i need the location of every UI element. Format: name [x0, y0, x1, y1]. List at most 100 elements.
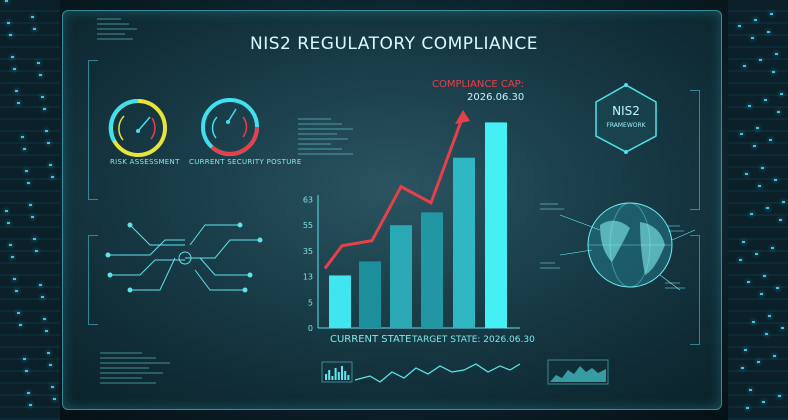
tiny-text-line — [540, 267, 560, 269]
tiny-text-line — [298, 133, 337, 135]
y-tick-label: 55 — [303, 221, 313, 230]
rack-led — [5, 210, 8, 212]
framework-title: NIS2 — [612, 104, 640, 118]
globe-icon — [559, 202, 696, 291]
rack-led — [756, 127, 759, 129]
rack-led — [37, 62, 40, 64]
rack-led — [15, 90, 18, 92]
rack-led — [758, 185, 761, 187]
tiny-text-line — [100, 377, 142, 379]
rack-led — [752, 321, 755, 323]
rack-led — [781, 327, 784, 329]
tiny-text-line — [97, 28, 137, 30]
bracket — [88, 60, 98, 200]
rack-led — [759, 59, 762, 61]
mini-line-chart — [354, 363, 521, 383]
y-tick-label: 0 — [308, 324, 313, 333]
hologram-panel — [62, 10, 722, 410]
rack-led — [761, 167, 764, 169]
rack-led — [19, 324, 22, 326]
rack-led — [742, 241, 745, 243]
framework-subtitle: FRAMEWORK — [606, 122, 646, 129]
rack-led — [739, 259, 742, 261]
rack-led — [763, 275, 766, 277]
rack-led — [754, 19, 757, 21]
rack-led — [9, 34, 12, 36]
tiny-text-line — [298, 148, 342, 150]
rack-led — [47, 352, 50, 354]
trend-line — [323, 115, 465, 270]
rack-led — [765, 333, 768, 335]
rack-led — [780, 93, 783, 95]
risk-assessment-gauge — [108, 98, 167, 157]
server-rack-right — [728, 0, 788, 420]
rack-led — [35, 250, 38, 252]
tiny-text-line — [668, 230, 684, 232]
rack-led — [775, 53, 778, 55]
tiny-text-line — [665, 282, 680, 284]
tiny-text-line — [97, 18, 121, 20]
rack-led — [43, 318, 46, 320]
chart-bar — [485, 122, 507, 329]
mini-bar-chart — [321, 361, 353, 383]
rack-led — [11, 256, 14, 258]
rack-led — [15, 290, 18, 292]
rack-led — [25, 170, 28, 172]
rack-led — [738, 25, 741, 27]
rack-led — [39, 74, 42, 76]
gauge-label: CURRENT SECURITY POSTURE — [189, 158, 302, 166]
rack-led — [23, 148, 26, 150]
rack-led — [7, 22, 10, 24]
tiny-text-line — [97, 38, 133, 40]
rack-led — [11, 56, 14, 58]
rack-led — [779, 219, 782, 221]
y-tick-label: 5 — [308, 298, 313, 307]
rack-led — [760, 293, 763, 295]
rack-led — [39, 284, 42, 286]
rack-led — [767, 31, 770, 33]
tiny-text-line — [97, 33, 125, 35]
rack-led — [27, 182, 30, 184]
rack-led — [773, 355, 776, 357]
rack-led — [755, 253, 758, 255]
mini-bar — [341, 366, 343, 380]
mini-bar — [331, 376, 334, 380]
rack-led — [762, 401, 765, 403]
y-tick-label: 63 — [303, 196, 313, 205]
tiny-text-line — [100, 362, 170, 364]
rack-led — [13, 68, 16, 70]
rack-led — [743, 65, 746, 67]
tiny-text-line — [298, 153, 353, 155]
rack-led — [751, 37, 754, 39]
trend-arrowhead-icon — [455, 109, 470, 124]
rack-led — [782, 201, 785, 203]
rack-led — [746, 407, 749, 409]
tiny-text-line — [668, 225, 680, 227]
compliance-cap-date: 2026.06.30 — [467, 92, 525, 103]
rack-led — [25, 370, 28, 372]
rack-led — [7, 222, 10, 224]
security-posture-gauge — [201, 98, 259, 156]
network-circuit-icon — [105, 222, 263, 293]
rack-led — [21, 136, 24, 138]
mini-bar — [325, 374, 327, 380]
rack-led — [45, 330, 48, 332]
tiny-text-line — [298, 128, 353, 130]
rack-led — [41, 296, 44, 298]
compliance-cap-label: COMPLIANCE CAP: — [432, 79, 525, 90]
chart-bar — [390, 225, 412, 328]
rack-led — [777, 111, 780, 113]
tiny-text-line — [298, 143, 331, 145]
chart-bar — [453, 157, 475, 328]
rack-led — [764, 99, 767, 101]
rack-led — [51, 386, 54, 388]
rack-led — [31, 16, 34, 18]
rack-led — [740, 133, 743, 135]
tiny-text-line — [100, 382, 156, 384]
bracket — [690, 235, 700, 345]
y-tick-label: 13 — [303, 273, 313, 282]
rack-led — [776, 287, 779, 289]
mini-bar — [337, 372, 340, 380]
nis2-framework-hexagon — [595, 83, 657, 154]
rack-led — [43, 108, 46, 110]
